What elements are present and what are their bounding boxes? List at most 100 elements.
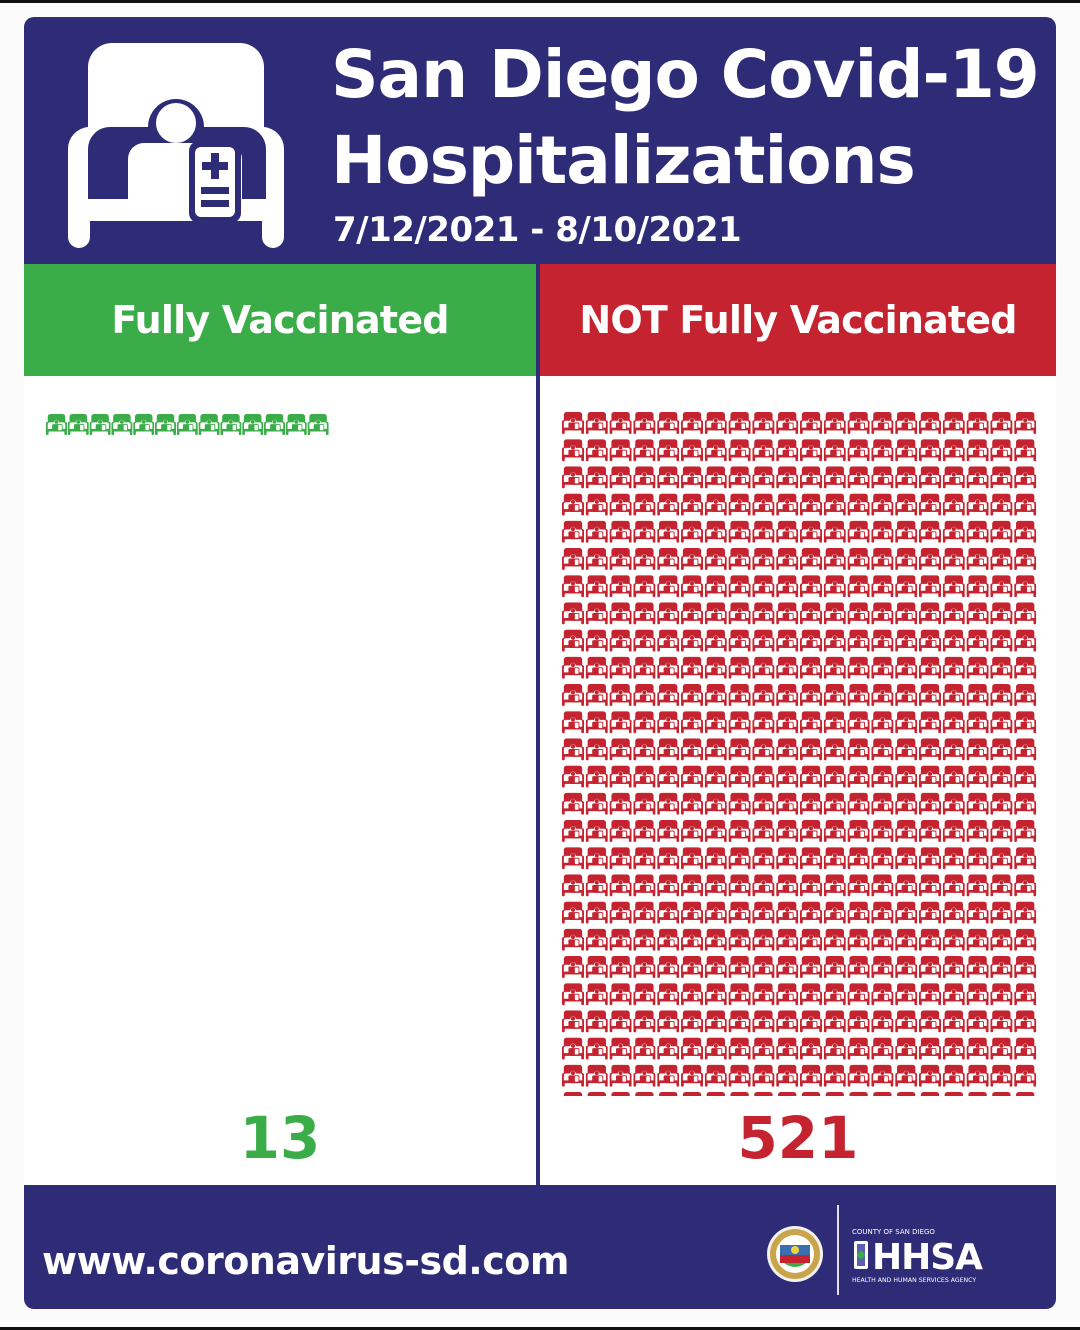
- icon-not-vaccinated: [800, 1092, 822, 1096]
- website-link[interactable]: www.coronavirus-sd.com: [42, 1239, 569, 1283]
- icon-not-vaccinated: [871, 466, 894, 489]
- icon-not-vaccinated: [966, 711, 989, 734]
- icon-not-vaccinated: [919, 602, 941, 625]
- icon-not-vaccinated: [847, 656, 870, 679]
- icon-not-vaccinated: [919, 493, 941, 516]
- icon-not-vaccinated: [752, 928, 775, 951]
- icon-not-vaccinated: [585, 765, 608, 788]
- icon-not-vaccinated: [681, 711, 703, 734]
- icon-not-vaccinated: [871, 738, 894, 761]
- icon-not-vaccinated: [752, 792, 775, 815]
- icon-not-vaccinated: [609, 1037, 632, 1060]
- icon-not-vaccinated: [847, 439, 870, 462]
- icon-not-vaccinated: [681, 792, 703, 815]
- icon-not-vaccinated: [800, 901, 822, 924]
- icon-not-vaccinated: [704, 901, 727, 924]
- hhsa-logo-text: HHSA: [872, 1237, 983, 1278]
- icon-not-vaccinated: [752, 412, 775, 434]
- icon-not-vaccinated: [919, 466, 941, 489]
- icon-not-vaccinated: [966, 820, 989, 842]
- icon-not-vaccinated: [990, 493, 1013, 516]
- icon-not-vaccinated: [990, 874, 1013, 897]
- icon-not-vaccinated: [657, 466, 680, 489]
- icon-not-vaccinated: [800, 820, 822, 842]
- icon-not-vaccinated: [1014, 928, 1037, 951]
- hhsa-logo-top-text: COUNTY OF SAN DIEGO: [852, 1228, 935, 1236]
- icon-vaccinated: [242, 414, 264, 435]
- icon-not-vaccinated: [919, 820, 941, 842]
- icon-vaccinated: [89, 414, 111, 435]
- icon-not-vaccinated: [585, 602, 608, 625]
- icon-not-vaccinated: [966, 520, 989, 543]
- icon-not-vaccinated: [919, 765, 941, 788]
- icon-not-vaccinated: [966, 493, 989, 516]
- icon-not-vaccinated: [681, 901, 703, 924]
- icon-not-vaccinated: [562, 1064, 584, 1087]
- icon-not-vaccinated: [704, 956, 727, 978]
- icon-not-vaccinated: [895, 1064, 918, 1087]
- icon-not-vaccinated: [609, 656, 632, 679]
- icon-not-vaccinated: [585, 412, 608, 434]
- icon-not-vaccinated: [800, 629, 822, 652]
- icon-not-vaccinated: [1014, 466, 1037, 489]
- icon-not-vaccinated: [966, 765, 989, 788]
- icon-not-vaccinated: [562, 711, 584, 734]
- icon-not-vaccinated: [681, 684, 703, 706]
- icon-not-vaccinated: [681, 520, 703, 543]
- icon-not-vaccinated: [728, 439, 751, 462]
- icon-not-vaccinated: [895, 765, 918, 788]
- icon-not-vaccinated: [609, 520, 632, 543]
- icon-not-vaccinated: [942, 1092, 965, 1096]
- icon-not-vaccinated: [966, 738, 989, 761]
- icon-not-vaccinated: [752, 656, 775, 679]
- icon-not-vaccinated: [823, 956, 846, 978]
- icon-not-vaccinated: [919, 738, 941, 761]
- icon-not-vaccinated: [752, 847, 775, 870]
- hospital-bed-icon: [68, 43, 284, 248]
- icon-not-vaccinated: [776, 629, 799, 652]
- icon-not-vaccinated: [990, 575, 1013, 598]
- icon-vaccinated: [111, 414, 133, 435]
- icon-not-vaccinated: [847, 1092, 870, 1096]
- icon-not-vaccinated: [681, 575, 703, 598]
- icon-not-vaccinated: [681, 629, 703, 652]
- icon-not-vaccinated: [895, 575, 918, 598]
- icon-not-vaccinated: [942, 738, 965, 761]
- icon-not-vaccinated: [895, 874, 918, 897]
- icon-not-vaccinated: [871, 901, 894, 924]
- icon-not-vaccinated: [990, 765, 1013, 788]
- icon-not-vaccinated: [752, 765, 775, 788]
- icon-not-vaccinated: [657, 629, 680, 652]
- icon-not-vaccinated: [562, 820, 584, 842]
- icon-not-vaccinated: [966, 928, 989, 951]
- icon-not-vaccinated: [966, 602, 989, 625]
- icon-not-vaccinated: [966, 548, 989, 570]
- icon-not-vaccinated: [704, 493, 727, 516]
- icon-not-vaccinated: [966, 412, 989, 434]
- icon-not-vaccinated: [871, 956, 894, 978]
- icon-not-vaccinated: [847, 792, 870, 815]
- icon-not-vaccinated: [895, 983, 918, 1006]
- icon-not-vaccinated: [704, 928, 727, 951]
- icon-not-vaccinated: [752, 820, 775, 842]
- icon-not-vaccinated: [752, 466, 775, 489]
- footer-banner: www.coronavirus-sd.com COUNTY OF SAN DIE…: [24, 1185, 1056, 1309]
- icon-not-vaccinated: [942, 1010, 965, 1033]
- icon-not-vaccinated: [657, 520, 680, 543]
- icon-not-vaccinated: [966, 874, 989, 897]
- date-range: 7/12/2021 - 8/10/2021: [333, 210, 742, 250]
- icon-not-vaccinated: [657, 901, 680, 924]
- icon-not-vaccinated: [823, 738, 846, 761]
- icon-not-vaccinated: [895, 1010, 918, 1033]
- icon-not-vaccinated: [1014, 956, 1037, 978]
- icon-not-vaccinated: [752, 629, 775, 652]
- icon-not-vaccinated: [752, 901, 775, 924]
- icon-not-vaccinated: [847, 901, 870, 924]
- icon-not-vaccinated: [800, 548, 822, 570]
- icon-not-vaccinated: [681, 439, 703, 462]
- icon-not-vaccinated: [752, 1037, 775, 1060]
- icon-not-vaccinated: [681, 738, 703, 761]
- icon-not-vaccinated: [704, 765, 727, 788]
- icon-not-vaccinated: [847, 602, 870, 625]
- icon-not-vaccinated: [871, 684, 894, 706]
